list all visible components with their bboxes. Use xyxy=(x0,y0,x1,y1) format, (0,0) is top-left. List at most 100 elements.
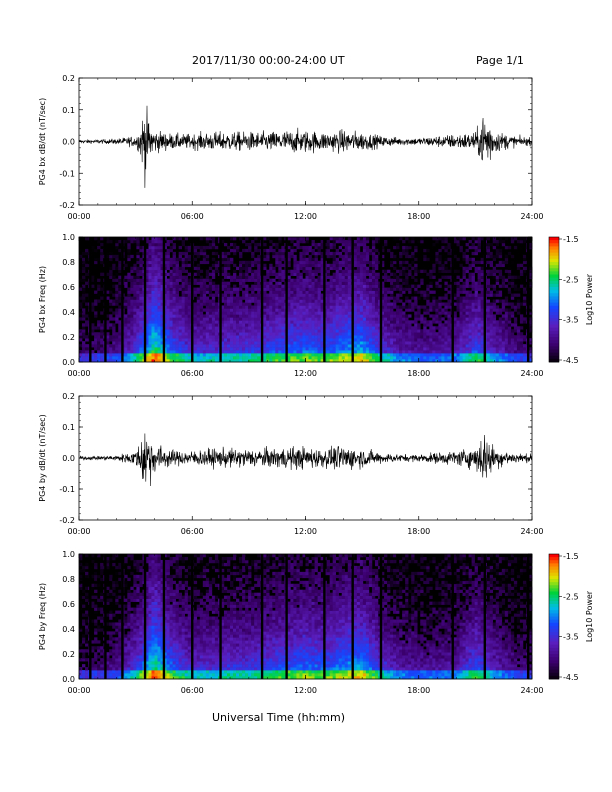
spectrogram-cell xyxy=(474,290,478,294)
spectrogram-cell xyxy=(193,311,198,315)
spectrogram-cell xyxy=(172,347,176,351)
spectrogram-cell xyxy=(230,278,234,282)
spectrogram-cell xyxy=(148,296,152,300)
spectrogram-cell xyxy=(211,296,216,300)
spectrogram-cell xyxy=(399,254,403,259)
spectrogram-cell xyxy=(465,338,469,342)
spectrogram-cell xyxy=(347,320,352,324)
spectrogram-cell xyxy=(184,281,189,285)
spectrogram-cell xyxy=(296,338,300,342)
spectrogram-cell xyxy=(477,359,481,363)
spectrogram-cell xyxy=(377,290,382,294)
spectrogram-cell xyxy=(163,251,167,256)
spectrogram-cell xyxy=(381,260,385,265)
spectrogram-cell xyxy=(290,350,294,354)
spectrogram-cell xyxy=(196,326,201,330)
spectrogram-cell xyxy=(266,302,270,306)
spectrogram-cell xyxy=(151,296,155,300)
spectrogram-cell xyxy=(109,308,113,312)
spectrogram-cell xyxy=(417,329,421,333)
spectrogram-cell xyxy=(384,326,388,330)
spectrogram-cell xyxy=(193,353,198,357)
spectrogram-cell xyxy=(160,356,164,360)
spectrogram-cell xyxy=(172,263,176,268)
spectrogram-cell xyxy=(239,350,243,354)
spectrogram-cell xyxy=(169,302,173,306)
spectrogram-cell xyxy=(332,359,336,363)
spectrogram-cell xyxy=(100,350,104,354)
spectrogram-cell xyxy=(329,338,333,342)
spectrogram-cell xyxy=(278,278,282,282)
spectrogram-cell xyxy=(393,353,397,357)
spectrogram-cell xyxy=(371,293,376,297)
spectrogram-cell xyxy=(139,323,143,327)
spectrogram-cell xyxy=(266,317,270,321)
spectrogram-cell xyxy=(408,350,412,354)
spectrogram-cell xyxy=(118,314,122,318)
spectrogram-cell xyxy=(91,302,95,306)
spectrogram-cell xyxy=(477,332,481,336)
spectrogram-cell xyxy=(338,359,343,363)
spectrogram-cell xyxy=(130,275,134,279)
spectrogram-cell xyxy=(154,245,158,250)
spectrogram-cell xyxy=(275,317,279,321)
spectrogram-cell xyxy=(338,338,343,342)
spectrogram-cell xyxy=(356,266,361,271)
spectrogram-cell xyxy=(356,242,361,247)
spectrogram-cell xyxy=(236,338,240,342)
spectrogram-cell xyxy=(184,302,189,306)
spectrogram-cell xyxy=(302,305,306,309)
spectrogram-cell xyxy=(178,332,182,336)
spectrogram-cell xyxy=(157,341,161,345)
spectrogram-cell xyxy=(112,335,116,339)
spectrogram-cell xyxy=(423,329,427,333)
spectrogram-cell xyxy=(230,341,234,345)
spectrogram-cell xyxy=(211,239,216,244)
spectrogram-cell xyxy=(501,335,506,339)
spectrogram-cell xyxy=(414,329,418,333)
spectrogram-cell xyxy=(387,332,391,336)
spectrogram-cell xyxy=(290,317,294,321)
spectrogram-cell xyxy=(371,344,376,348)
spectrogram-cell xyxy=(178,359,182,363)
spectrogram-cell xyxy=(462,296,466,300)
spectrogram-cell xyxy=(495,299,500,303)
spectrogram-cell xyxy=(296,332,300,336)
spectrogram-cell xyxy=(133,308,137,312)
spectrogram-cell xyxy=(281,335,285,339)
spectrogram-cell xyxy=(314,332,318,336)
spectrogram-cell xyxy=(332,308,336,312)
spectrogram-cell xyxy=(145,338,149,342)
spectrogram-cell xyxy=(278,314,282,318)
spectrogram-cell xyxy=(390,296,394,300)
spectrogram-cell xyxy=(239,237,243,241)
spectrogram-cell xyxy=(335,326,340,330)
spectrogram-cell xyxy=(254,359,258,363)
spectrogram-cell xyxy=(414,272,418,276)
spectrogram-cell xyxy=(269,308,273,312)
spectrogram-cell xyxy=(94,335,98,339)
spectrogram-cell xyxy=(160,353,164,357)
spectrogram-cell xyxy=(329,305,333,309)
spectrogram-cell xyxy=(145,248,149,253)
spectrogram-cell xyxy=(175,257,179,262)
spectrogram-cell xyxy=(420,314,424,318)
spectrogram-cell xyxy=(302,347,306,351)
spectrogram-cell xyxy=(377,308,382,312)
spectrogram-cell xyxy=(266,287,270,291)
spectrogram-cell xyxy=(507,359,512,363)
spectrogram-cell xyxy=(474,239,478,244)
spectrogram-cell xyxy=(248,266,252,271)
spectrogram-cell xyxy=(501,299,506,303)
spectrogram-cell xyxy=(498,356,503,360)
spectrogram-cell xyxy=(507,287,512,291)
spectrogram-cell xyxy=(495,335,500,339)
spectrogram-cell xyxy=(211,347,216,351)
spectrogram-cell xyxy=(332,320,336,324)
spectrogram-cell xyxy=(365,332,370,336)
spectrogram-cell xyxy=(226,251,231,256)
x-tick-label: 12:00 xyxy=(294,212,317,221)
spectrogram-cell xyxy=(220,281,225,285)
spectrogram-cell xyxy=(187,290,192,294)
spectrogram-cell xyxy=(317,344,321,348)
